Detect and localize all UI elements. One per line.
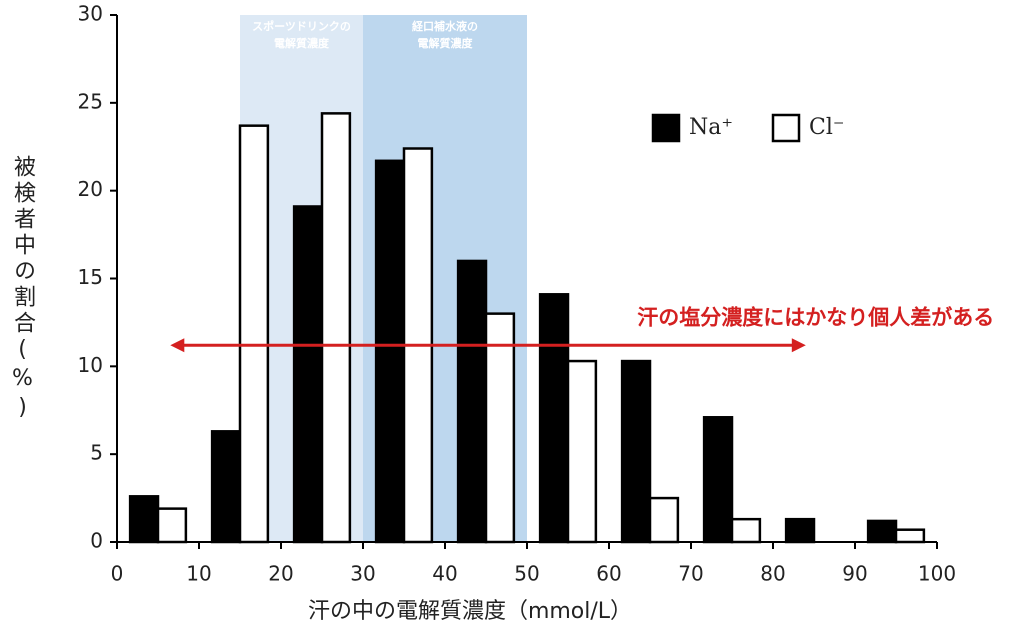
bar	[730, 517, 762, 544]
bar	[538, 293, 570, 544]
bar	[374, 159, 406, 544]
bar	[238, 124, 270, 544]
x-tick-label: 60	[596, 562, 621, 586]
y-tick-label: 20	[78, 177, 103, 201]
x-tick-label: 20	[268, 562, 293, 586]
x-tick-label: 50	[514, 562, 539, 586]
legend-label: Na⁺	[689, 115, 733, 140]
bar	[648, 496, 680, 544]
bar	[566, 359, 598, 544]
bar	[210, 430, 242, 544]
bar	[484, 312, 516, 544]
bar	[156, 507, 188, 544]
y-axis-title: 被検者中の割合(%)	[10, 155, 36, 424]
band-label: スポーツドリンクの	[252, 19, 351, 33]
x-tick-label: 70	[678, 562, 703, 586]
legend-label: Cl⁻	[809, 115, 844, 140]
band-label: 電解質濃度	[418, 36, 474, 50]
x-tick-label: 100	[918, 562, 956, 586]
bar	[292, 205, 324, 544]
y-tick-label: 30	[78, 2, 103, 26]
legend-swatch	[651, 113, 681, 143]
bar	[702, 416, 734, 544]
x-tick-label: 40	[432, 562, 457, 586]
x-tick-label: 0	[111, 562, 124, 586]
x-tick-label: 10	[186, 562, 211, 586]
x-tick-label: 30	[350, 562, 375, 586]
y-tick-label: 10	[78, 353, 103, 377]
x-axis-title: 汗の中の電解質濃度（mmol/L）	[308, 599, 632, 624]
x-tick-label: 80	[760, 562, 785, 586]
bar	[128, 495, 160, 544]
legend-swatch	[771, 113, 801, 143]
bar	[620, 359, 652, 544]
y-tick-label: 5	[90, 441, 103, 465]
bar	[894, 528, 926, 544]
bar	[784, 517, 816, 544]
band-label: 電解質濃度	[274, 36, 330, 50]
x-tick-label: 90	[842, 562, 867, 586]
bar	[456, 259, 488, 544]
bar	[320, 112, 352, 544]
y-tick-label: 0	[90, 529, 103, 553]
annotation: 汗の塩分濃度にはかなり個人差がある	[637, 305, 994, 329]
y-tick-label: 25	[78, 89, 103, 113]
y-tick-label: 15	[78, 265, 103, 289]
arrow-head	[170, 338, 185, 353]
bar	[866, 519, 898, 544]
band-label: 経口補水液の	[412, 19, 478, 33]
arrow-head	[791, 338, 806, 353]
